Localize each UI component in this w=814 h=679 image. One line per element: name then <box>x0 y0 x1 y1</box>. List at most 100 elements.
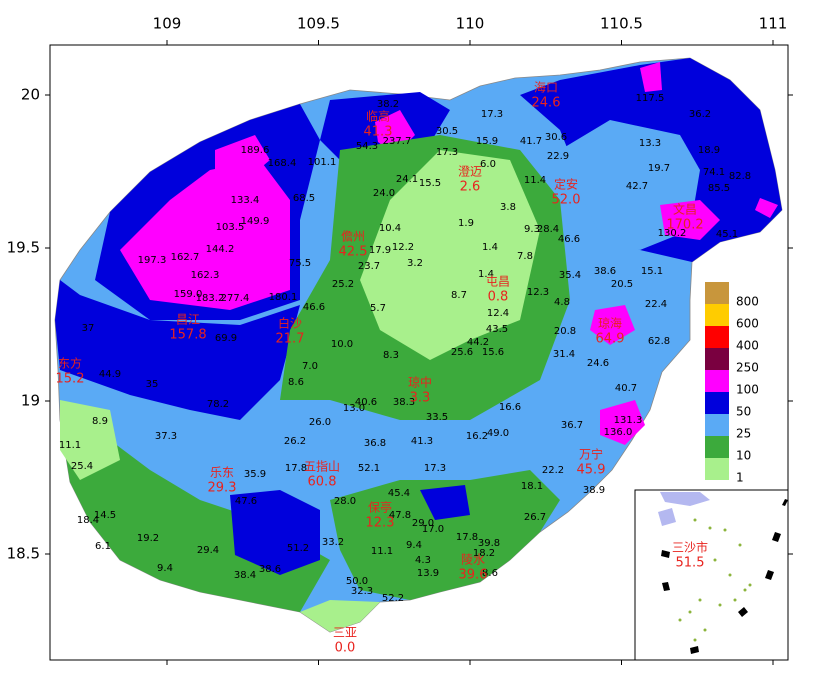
station-value: 197.3 <box>138 255 167 266</box>
station-value: 30.5 <box>436 126 458 137</box>
station-value: 62.8 <box>648 336 670 347</box>
station-value: 10.4 <box>379 223 401 234</box>
legend-label: 100 <box>736 383 759 397</box>
station-value: 46.6 <box>558 234 580 245</box>
city-name: 琼中 <box>408 375 432 390</box>
station-value: 20.5 <box>611 279 633 290</box>
city-value: 3.3 <box>410 391 431 406</box>
station-value: 20.8 <box>554 326 576 337</box>
legend-label: 1 <box>736 471 744 485</box>
station-value: 6.0 <box>480 159 496 170</box>
station-value: 38.6 <box>259 564 281 575</box>
zone <box>640 62 662 92</box>
city-name: 儋州 <box>341 230 365 244</box>
city-name: 屯昌 <box>486 275 510 289</box>
city-name: 万宁 <box>579 447 603 462</box>
station-value: 168.4 <box>268 158 297 169</box>
station-value: 17.0 <box>422 524 444 535</box>
station-value: 159.0 <box>174 289 203 300</box>
station-value: 17.8 <box>456 532 478 543</box>
station-value: 13.3 <box>639 138 661 149</box>
y-tick-label: 19 <box>21 392 40 410</box>
city-name: 三沙市 <box>672 540 708 555</box>
station-value: 28.4 <box>537 224 559 235</box>
station-value: 25.4 <box>71 461 93 472</box>
station-value: 103.5 <box>216 222 245 233</box>
x-tick-label: 110 <box>456 15 485 33</box>
station-value: 40.6 <box>355 397 377 408</box>
station-value: 36.2 <box>689 109 711 120</box>
city-value: 0.0 <box>335 641 356 656</box>
y-tick-label: 19.5 <box>7 239 40 257</box>
station-value: 35.9 <box>244 469 266 480</box>
station-value: 29.4 <box>197 545 219 556</box>
station-value: 24.0 <box>373 188 395 199</box>
legend-swatch <box>705 436 729 458</box>
zone <box>420 485 470 520</box>
station-value: 11.1 <box>59 440 81 451</box>
station-value: 43.5 <box>486 324 508 335</box>
station-value: 46.6 <box>303 302 325 313</box>
station-value: 11.1 <box>371 546 393 557</box>
legend-swatch <box>705 414 729 436</box>
city-name: 陵水 <box>461 553 485 567</box>
legend-swatch <box>705 326 729 348</box>
station-value: 17.9 <box>369 245 391 256</box>
station-value: 18.9 <box>698 145 720 156</box>
legend-swatch <box>705 458 729 480</box>
city-value: 41.3 <box>364 125 393 140</box>
station-value: 38.3 <box>393 397 415 408</box>
zone <box>360 150 540 360</box>
station-value: 41.7 <box>520 136 542 147</box>
zone <box>120 160 290 310</box>
city-name: 东方 <box>58 356 82 371</box>
city-value: 64.9 <box>596 332 625 347</box>
island <box>54 57 783 633</box>
zone <box>600 400 645 445</box>
city-value: 52.0 <box>552 193 581 208</box>
city-value: 60.8 <box>308 475 337 490</box>
station-value: 19.2 <box>137 533 159 544</box>
city-value: 15.2 <box>56 372 85 387</box>
x-tick-label: 110.5 <box>600 15 643 33</box>
station-value: 15.6 <box>482 347 504 358</box>
legend-swatch <box>705 348 729 370</box>
legend-label: 400 <box>736 339 759 353</box>
zone <box>230 490 320 575</box>
station-value: 17.3 <box>424 463 446 474</box>
station-value: 15.9 <box>476 136 498 147</box>
station-value: 16.6 <box>499 402 521 413</box>
station-value: 52.2 <box>382 593 404 604</box>
station-value: 37 <box>82 323 95 334</box>
y-tick-label: 20 <box>21 86 40 104</box>
legend-swatch <box>705 370 729 392</box>
station-value: 24.6 <box>587 358 609 369</box>
station-value: 54.3 <box>356 141 378 152</box>
city-value: 45.9 <box>577 463 606 478</box>
city-name: 海口 <box>534 80 558 95</box>
station-value: 37.3 <box>155 431 177 442</box>
station-value: 26.2 <box>284 436 306 447</box>
x-tick-label: 111 <box>759 15 788 33</box>
station-value: 36.7 <box>561 420 583 431</box>
city-name: 临高 <box>366 109 390 124</box>
station-value: 33.2 <box>322 537 344 548</box>
station-value: 33.5 <box>426 412 448 423</box>
station-value: 4.3 <box>415 555 431 566</box>
station-value: 6.1 <box>95 541 111 552</box>
station-value: 45.1 <box>716 229 738 240</box>
inset-frame <box>634 489 789 661</box>
zone <box>660 200 720 240</box>
station-value: 130.2 <box>658 228 687 239</box>
city-name: 昌江 <box>176 313 200 327</box>
city-name: 琼海 <box>598 316 622 331</box>
legend-swatch <box>705 282 729 304</box>
legend-label: 50 <box>736 405 751 419</box>
station-value: 25.6 <box>451 347 473 358</box>
city-value: 157.8 <box>169 328 206 343</box>
zone <box>755 198 778 218</box>
station-value: 26.0 <box>309 417 331 428</box>
station-value: 25.2 <box>332 279 354 290</box>
station-value: 17.3 <box>436 147 458 158</box>
